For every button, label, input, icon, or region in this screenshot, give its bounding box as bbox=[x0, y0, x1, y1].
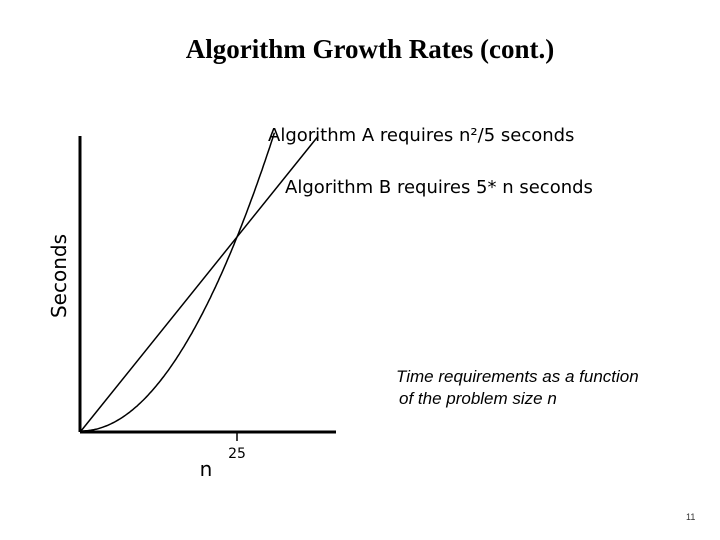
page-number: 11 bbox=[686, 512, 696, 522]
y-axis-label: Seconds bbox=[47, 234, 71, 318]
caption-line-1: Time requirements as a function bbox=[396, 367, 639, 386]
x-axis-label: n bbox=[200, 457, 213, 481]
series-a-curve bbox=[81, 132, 276, 432]
series-a-label: Algorithm A requires n²/5 seconds bbox=[268, 125, 574, 146]
caption-line-2: of the problem size n bbox=[399, 389, 557, 408]
slide-title: Algorithm Growth Rates (cont.) bbox=[185, 34, 555, 64]
series-b-line bbox=[80, 135, 319, 432]
x-tick-label: 25 bbox=[228, 446, 246, 462]
figure-caption: Time requirements as a function of the p… bbox=[396, 366, 639, 410]
series-b-label: Algorithm B requires 5* n seconds bbox=[285, 177, 593, 198]
